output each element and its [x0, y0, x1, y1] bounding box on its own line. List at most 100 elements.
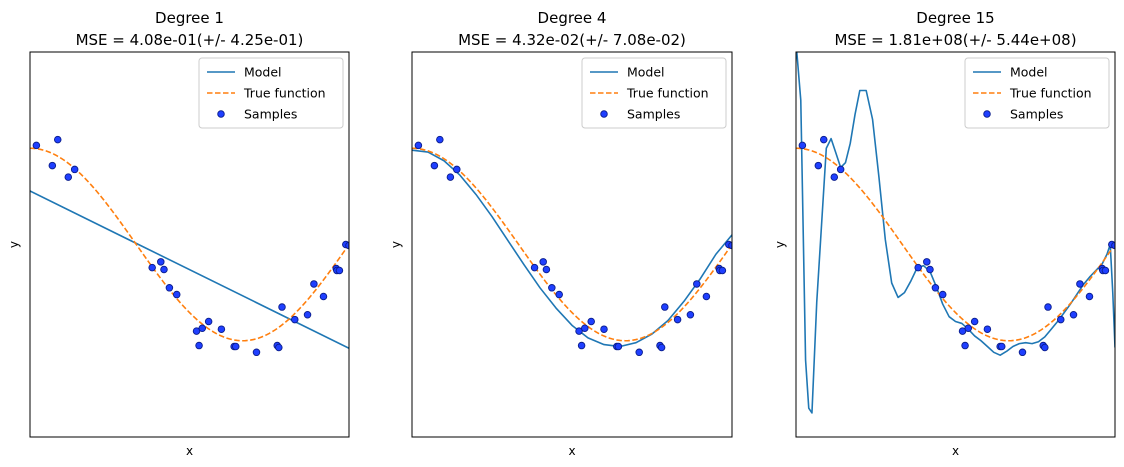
true-function-curve: [412, 147, 732, 342]
sample-point: [303, 311, 312, 319]
sample-point: [204, 317, 213, 326]
sample-point: [165, 284, 174, 292]
sample-point: [686, 311, 695, 319]
sample-point: [1044, 303, 1052, 311]
sample-point: [198, 324, 207, 332]
sample-point: [964, 324, 973, 332]
sample-point: [718, 266, 727, 275]
subplot-title: Degree 1: [155, 9, 224, 27]
sample-point: [542, 265, 551, 274]
legend-model-label: Model: [1010, 65, 1048, 80]
legend-samples-swatch: [600, 110, 608, 118]
sample-point: [32, 141, 41, 150]
sample-point: [335, 266, 344, 275]
sample-point: [430, 161, 439, 170]
legend-model-label: Model: [627, 65, 665, 80]
subplot-degree-1: Degree 1 MSE = 4.08e-01(+/- 4.25e-01) x …: [7, 9, 350, 458]
sample-point: [446, 173, 455, 181]
sample-point: [217, 325, 226, 333]
legend-samples-label: Samples: [244, 107, 297, 122]
sample-point: [1018, 348, 1027, 357]
x-axis-label: x: [952, 444, 959, 458]
sample-point: [54, 135, 62, 144]
sample-point: [728, 241, 732, 250]
subplot-title: Degree 4: [538, 9, 607, 27]
sample-point: [581, 324, 589, 332]
sample-point: [548, 284, 556, 292]
legend-box: [964, 57, 1110, 129]
sample-point: [830, 173, 839, 181]
legend-true-function-label: True function: [1009, 86, 1092, 101]
sample-point: [160, 265, 168, 274]
plot-area: [412, 135, 732, 357]
legend: Model True function Samples: [964, 57, 1110, 129]
legend-true-function-label: True function: [626, 86, 709, 101]
sample-point: [635, 348, 643, 357]
sample-point: [539, 258, 547, 266]
sample-point: [1057, 315, 1065, 324]
sample-point: [1085, 292, 1094, 301]
y-axis-label: y: [773, 241, 787, 248]
sample-point: [70, 165, 79, 174]
true-function-curve: [30, 147, 349, 342]
subplot-title: Degree 15: [916, 9, 994, 27]
sample-point: [275, 343, 283, 352]
sample-point: [345, 241, 349, 250]
sample-point: [931, 284, 940, 292]
sample-point: [983, 325, 992, 333]
sample-point: [157, 258, 165, 266]
sample-point: [278, 303, 286, 311]
sample-point: [614, 342, 623, 351]
sample-point: [600, 325, 608, 333]
subplot-mse: MSE = 4.08e-01(+/- 4.25e-01): [76, 31, 304, 49]
sample-point: [814, 161, 823, 170]
plot-area: [796, 52, 1115, 414]
axes-frame: [795, 51, 1116, 438]
sample-point: [798, 141, 807, 150]
x-axis-label: x: [568, 444, 575, 458]
sample-point: [914, 263, 922, 272]
plot-area: [30, 135, 349, 357]
sample-point: [555, 290, 563, 299]
sample-point: [577, 341, 586, 350]
legend-box: [198, 57, 344, 129]
sample-point: [923, 258, 931, 266]
sample-point: [926, 265, 934, 274]
sample-point: [172, 290, 181, 299]
sample-point: [414, 141, 423, 150]
legend-model-label: Model: [244, 65, 282, 80]
sample-point: [693, 280, 701, 288]
sample-point: [970, 317, 979, 326]
sample-point: [195, 341, 203, 350]
sample-point: [1076, 280, 1084, 288]
model-curve: [796, 52, 1115, 414]
sample-point: [587, 317, 595, 326]
sample-point: [148, 263, 156, 272]
subplot-mse: MSE = 4.32e-02(+/- 7.08e-02): [458, 31, 686, 49]
legend-samples-swatch: [217, 110, 225, 118]
subplot-degree-4: Degree 4 MSE = 4.32e-02(+/- 7.08e-02) x …: [389, 9, 733, 458]
legend: Model True function Samples: [198, 57, 344, 129]
x-axis-label: x: [186, 444, 193, 458]
y-axis-label: y: [389, 241, 403, 248]
sample-point: [958, 327, 967, 335]
legend-box: [581, 57, 727, 129]
sample-point: [961, 341, 969, 350]
sample-point: [192, 327, 201, 335]
sample-point: [657, 343, 666, 352]
sample-point: [820, 135, 828, 144]
sample-point: [319, 292, 328, 301]
sample-point: [231, 342, 240, 351]
legend-samples-label: Samples: [627, 107, 680, 122]
sample-point: [48, 161, 57, 170]
axes-frame: [411, 51, 733, 438]
sample-point: [64, 173, 73, 181]
sample-point: [436, 135, 444, 144]
subplot-degree-15: Degree 15 MSE = 1.81e+08(+/- 5.44e+08) x…: [773, 9, 1116, 458]
sample-point: [252, 348, 261, 357]
sample-point: [310, 280, 318, 288]
y-axis-label: y: [7, 241, 21, 248]
legend-true-function-label: True function: [243, 86, 326, 101]
sample-point: [530, 263, 539, 272]
